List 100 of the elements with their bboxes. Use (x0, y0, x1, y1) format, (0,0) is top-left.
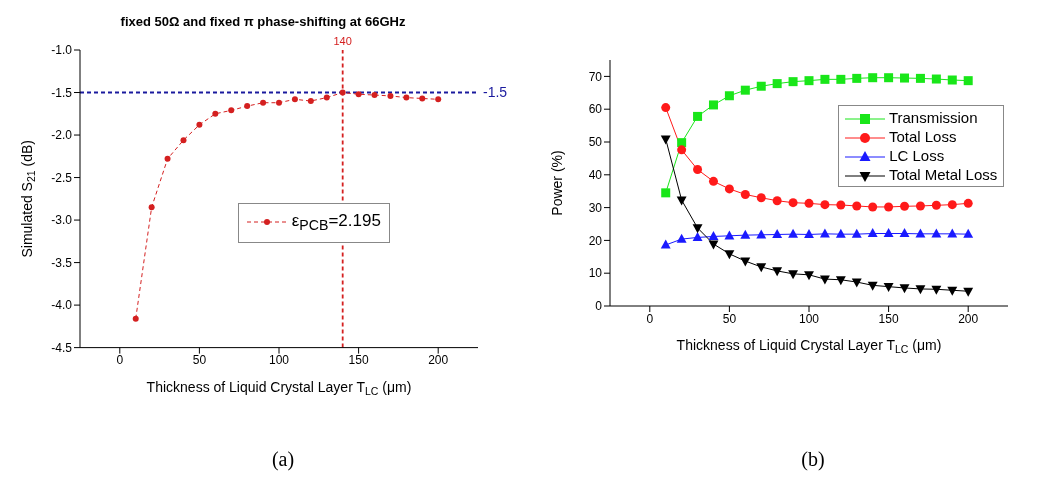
y-tick-label: -4.5 (51, 340, 73, 355)
ref-line-label: -1.5 (483, 84, 508, 101)
point (867, 228, 878, 238)
y-tick-label: 60 (588, 102, 603, 117)
point (867, 281, 878, 291)
point (835, 276, 846, 286)
point (323, 94, 330, 101)
point (900, 73, 910, 83)
point (740, 85, 750, 95)
point (963, 287, 974, 297)
point (851, 228, 862, 238)
point (676, 233, 687, 243)
point (660, 239, 671, 249)
y-tick-label: 20 (588, 233, 603, 248)
point (884, 202, 894, 212)
point (899, 284, 910, 294)
point (963, 228, 974, 238)
point (740, 189, 750, 199)
point (820, 200, 830, 210)
point (708, 100, 718, 110)
y-tick-label: -2.5 (51, 170, 73, 185)
point (164, 155, 171, 162)
point (212, 110, 219, 117)
point (804, 198, 814, 208)
y-tick-label: 10 (588, 266, 603, 281)
point (692, 224, 703, 234)
point (180, 137, 187, 144)
y-tick-label: 30 (588, 200, 603, 215)
point (435, 96, 442, 103)
point (788, 198, 798, 208)
point (931, 285, 942, 295)
point (692, 232, 703, 242)
point (660, 135, 671, 145)
x-tick-label: 50 (722, 311, 737, 326)
point (132, 315, 139, 322)
point (963, 198, 973, 208)
y-tick-label: 50 (588, 135, 603, 150)
text: (a) (270, 448, 296, 471)
x-tick-label: 0 (116, 353, 124, 368)
point (900, 201, 910, 211)
point (148, 204, 155, 211)
point (915, 73, 925, 83)
point (661, 188, 671, 198)
point (963, 76, 973, 86)
point (899, 228, 910, 238)
point (931, 74, 941, 84)
point (868, 202, 878, 212)
point (852, 201, 862, 211)
point (836, 74, 846, 84)
y-tick-label: -1.0 (51, 43, 73, 58)
point (883, 228, 894, 238)
legend-label: Total Loss (888, 128, 957, 145)
x-axis-title: Thickness of Liquid Crystal Layer T$_{LC}$ (μm) (146, 378, 412, 397)
x-tick-label: 100 (798, 311, 820, 326)
point (740, 257, 751, 267)
point (419, 95, 426, 102)
point (868, 73, 878, 83)
point (260, 99, 267, 106)
y-axis-title: Power (%) (549, 150, 565, 216)
point (307, 98, 314, 105)
point (693, 111, 703, 121)
point (371, 92, 378, 99)
point (883, 283, 894, 293)
point (693, 165, 703, 175)
point (677, 138, 687, 148)
point (291, 96, 298, 103)
point (677, 145, 687, 155)
point (836, 200, 846, 210)
y-tick-label: -4.0 (51, 298, 73, 313)
point (947, 200, 957, 210)
point (804, 76, 814, 86)
point (724, 250, 735, 260)
y-tick-label: -2.0 (51, 128, 73, 143)
point (852, 73, 862, 83)
point (772, 267, 783, 277)
point (403, 94, 410, 101)
point (244, 103, 251, 110)
point (228, 107, 235, 114)
point (772, 196, 782, 206)
point (884, 73, 894, 83)
x-tick-label: 150 (348, 353, 369, 368)
legend-label: Transmission (888, 109, 978, 126)
point (788, 228, 799, 238)
y-tick-label: 0 (595, 299, 603, 314)
point (931, 200, 941, 210)
point (661, 103, 671, 113)
point (756, 263, 767, 273)
point (740, 229, 751, 239)
point (724, 230, 735, 240)
point (724, 91, 734, 101)
point (676, 196, 687, 206)
point (708, 231, 719, 241)
x-tick-label: 50 (192, 353, 207, 368)
x-tick-label: 200 (428, 353, 449, 368)
y-tick-label: 40 (588, 168, 603, 183)
x-tick-label: 0 (646, 311, 654, 326)
y-tick-label: -1.5 (51, 85, 73, 100)
point (708, 176, 718, 186)
chart-title: fixed 50Ω and fixed π phase-shifting at 66GHz (119, 14, 407, 29)
ref-line-label: 140 (333, 35, 352, 47)
